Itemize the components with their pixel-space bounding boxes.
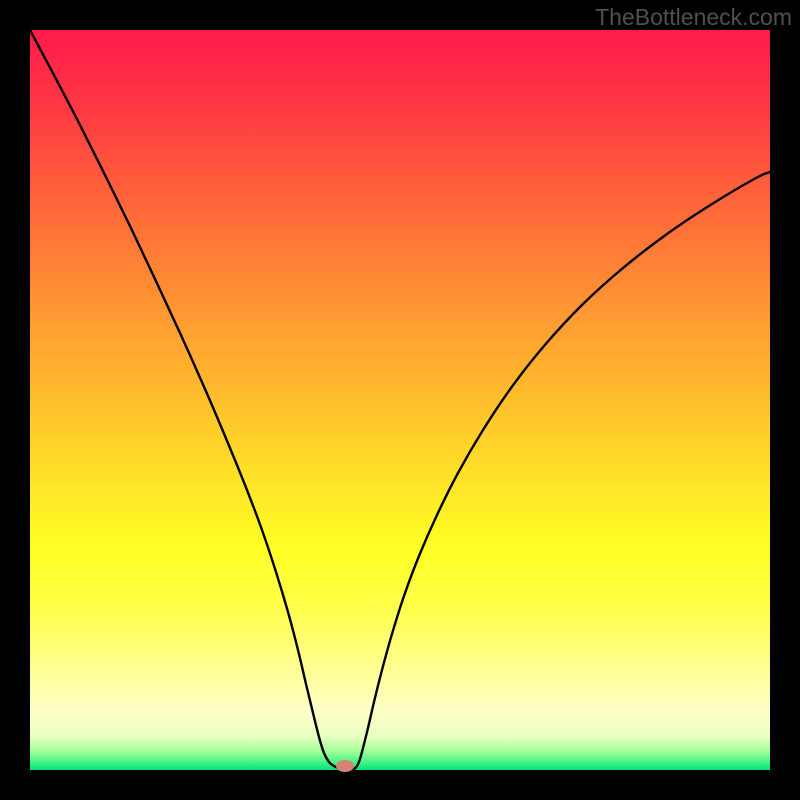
bottleneck-chart xyxy=(0,0,800,800)
optimal-point-marker xyxy=(336,760,354,772)
chart-container: TheBottleneck.com xyxy=(0,0,800,800)
plot-background xyxy=(30,30,770,770)
watermark: TheBottleneck.com xyxy=(595,4,792,31)
